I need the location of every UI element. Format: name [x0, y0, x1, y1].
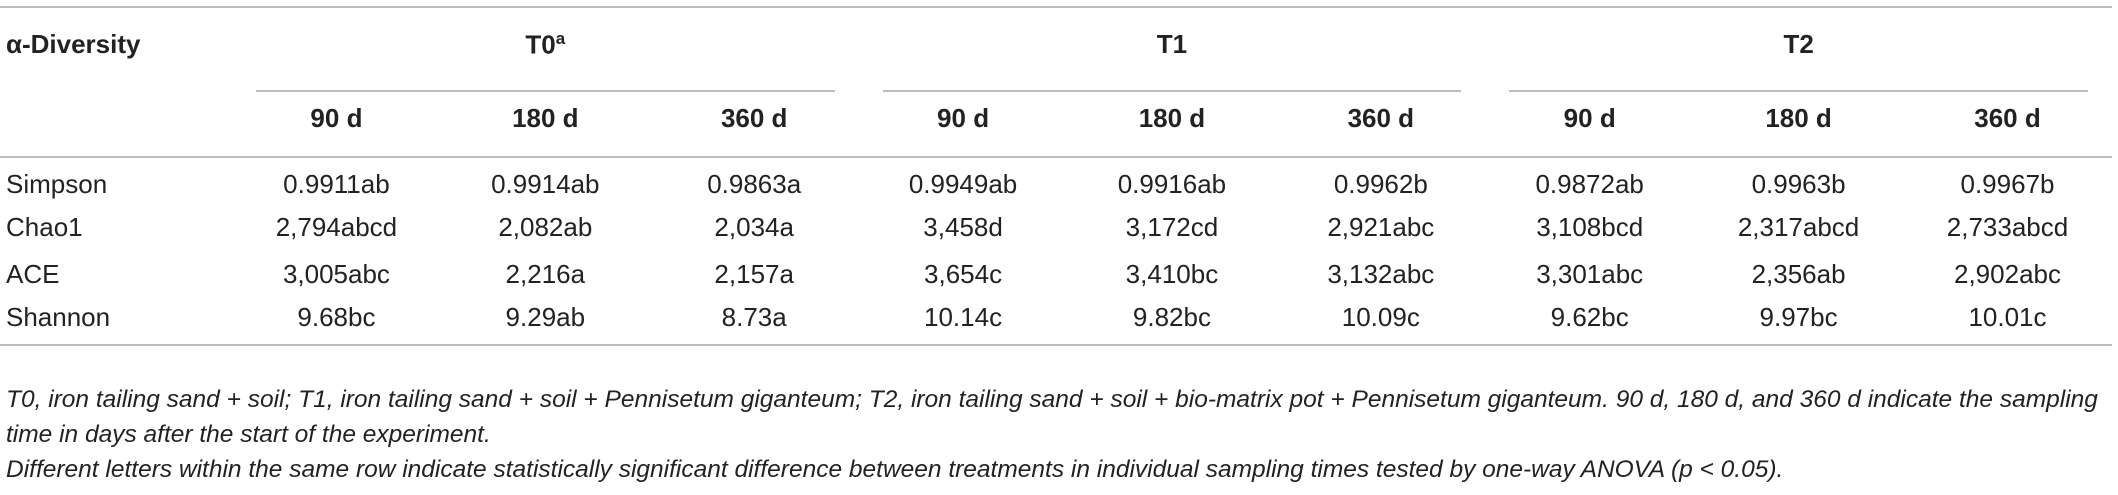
cell: 2,082ab: [498, 212, 593, 242]
group-header: T2: [1485, 7, 2112, 92]
subheader: 180 d: [1765, 103, 1832, 133]
cell: 3,410bc: [1125, 259, 1219, 289]
row-label: Simpson: [6, 168, 108, 199]
row-label: Chao1: [6, 212, 83, 242]
group-header: T0a: [232, 7, 859, 93]
table-row: Shannon 9.68bc 9.29ab 8.73a 10.14c 9.82bc 10.0…: [0, 298, 2112, 345]
cell: 0.9916ab: [1117, 168, 1227, 199]
subheader: 90 d: [1563, 103, 1616, 133]
subheader: 90 d: [937, 103, 990, 133]
group-label: T0a: [256, 29, 835, 93]
table-row: Simpson 0.9911ab 0.9914ab 0.9863a 0.9949ab 0.…: [0, 157, 2112, 204]
group-header-row: α-Diversity T0a T1 T2: [0, 7, 2112, 93]
cell: 3,108bcd: [1536, 212, 1644, 242]
cell: 10.14c: [924, 301, 1003, 332]
footnote: Different letters within the same row in…: [6, 456, 1784, 483]
cell: 3,654c: [924, 259, 1003, 289]
table-head: α-Diversity T0a T1 T2 90 d 180 d 360 d 90 d 18…: [0, 7, 2112, 157]
data-table: α-Diversity T0a T1 T2 90 d 180 d 360 d 90 d 18…: [0, 6, 2112, 346]
cell: 0.9967b: [1960, 168, 2055, 199]
cell: 2,921abc: [1327, 212, 1435, 242]
cell: 3,458d: [923, 212, 1003, 242]
cell: 3,132abc: [1327, 259, 1435, 289]
cell: 0.9963b: [1751, 168, 1846, 199]
group-name: T1: [1156, 29, 1188, 59]
cell: 2,157a: [714, 259, 794, 289]
cell: 9.68bc: [297, 301, 376, 332]
group-superscript: a: [555, 28, 566, 48]
row-label: Shannon: [6, 301, 111, 332]
group-name: T2: [1783, 29, 1814, 59]
subheader: 180 d: [1138, 103, 1206, 133]
cell: 2,034a: [714, 212, 794, 242]
cell: 9.82bc: [1132, 301, 1211, 332]
cell: 9.62bc: [1550, 301, 1629, 332]
cell: 2,902abc: [1954, 259, 2061, 289]
subheader: 90 d: [310, 103, 363, 133]
subheader: 360 d: [720, 103, 788, 133]
cell: 2,317abcd: [1737, 212, 1860, 242]
cell: 9.29ab: [505, 301, 586, 332]
cell: 9.97bc: [1759, 301, 1838, 332]
cell: 3,172cd: [1125, 212, 1219, 242]
cell: 10.01c: [1968, 301, 2047, 332]
subheader-row: 90 d 180 d 360 d 90 d 180 d 360 d 90 d 180 d 360…: [0, 81, 2112, 157]
cell: 0.9962b: [1333, 168, 1428, 199]
cell: 3,301abc: [1536, 259, 1644, 289]
group-header: T1: [859, 7, 1486, 92]
spacer: [0, 81, 232, 157]
group-label: T2: [1509, 29, 2088, 92]
cell: 3,005abc: [282, 259, 390, 289]
row-label: ACE: [6, 259, 60, 289]
subheader: 360 d: [1347, 103, 1415, 133]
cell: 2,356ab: [1751, 259, 1846, 289]
table-body: Simpson 0.9911ab 0.9914ab 0.9863a 0.9949ab 0.…: [0, 157, 2112, 345]
cell: 0.9914ab: [491, 168, 600, 199]
subheader: 180 d: [512, 103, 579, 133]
cell: 0.9911ab: [283, 168, 390, 199]
cell: 2,733abcd: [1946, 212, 2069, 242]
footnotes: T0, iron tailing sand + soil; T1, iron t…: [6, 382, 2106, 487]
table-row: ACE 3,005abc 2,216a 2,157a 3,654c 3,410bc 3,13…: [0, 251, 2112, 298]
cell: 2,216a: [505, 259, 586, 289]
subheader: 360 d: [1974, 103, 2041, 133]
group-label: T1: [882, 29, 1462, 92]
cell: 0.9863a: [707, 168, 802, 199]
table-row: Chao1 2,794abcd 2,082ab 2,034a 3,458d 3,172cd…: [0, 204, 2112, 251]
cell: 8.73a: [721, 301, 787, 332]
group-name: T0: [525, 29, 556, 60]
cell: 2,794abcd: [275, 212, 398, 242]
corner-header: α-Diversity: [6, 29, 141, 59]
cell: 0.9949ab: [908, 168, 1018, 199]
cell: 0.9872ab: [1535, 168, 1644, 199]
footnote: T0, iron tailing sand + soil; T1, iron t…: [6, 386, 2098, 448]
cell: 10.09c: [1341, 301, 1420, 332]
